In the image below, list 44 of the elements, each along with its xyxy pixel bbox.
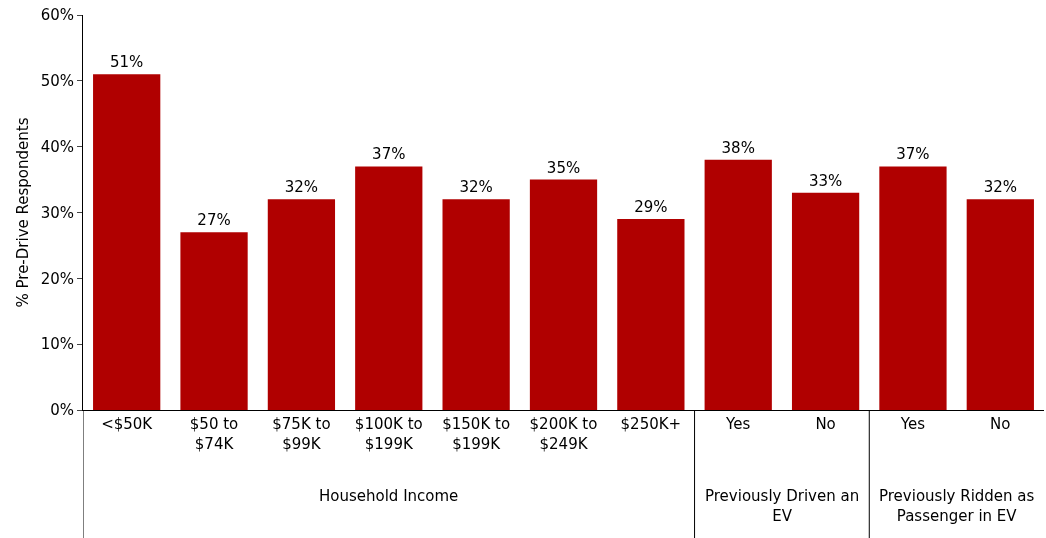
- x-tick-label: $100K to $199K: [354, 415, 423, 453]
- data-label: 35%: [546, 158, 581, 177]
- bar: [180, 232, 248, 410]
- x-tick-label: $200K to $249K: [529, 415, 598, 453]
- y-tick-label: 20%: [40, 269, 74, 288]
- bar: [355, 166, 423, 410]
- text: Previously Driven an EV: [705, 487, 860, 525]
- y-tick-label: 60%: [40, 6, 74, 25]
- bar: [529, 179, 598, 410]
- bar: [704, 159, 772, 410]
- data-label: 38%: [721, 138, 755, 157]
- x-tick-label: $150K to $199K: [442, 415, 511, 453]
- y-axis-title: % Pre-Drive Respondents: [13, 117, 32, 308]
- bar: [791, 192, 860, 410]
- x-tick-label: $250K+: [620, 415, 682, 433]
- data-label: 37%: [372, 145, 406, 164]
- x-tick-label: <$50K: [101, 415, 154, 433]
- data-label: 37%: [896, 145, 930, 164]
- bar: [966, 199, 1034, 410]
- x-tick-label: $50 to $74K: [189, 415, 239, 453]
- data-label: 33%: [808, 171, 843, 190]
- x-tick-label: $75K to $99K: [272, 415, 331, 453]
- data-label: 51%: [110, 53, 144, 72]
- x-tick-label: Yes: [899, 415, 926, 433]
- data-label: 32%: [983, 178, 1017, 197]
- bar: [879, 166, 947, 410]
- y-tick-label: 30%: [40, 203, 74, 222]
- bar: [617, 219, 685, 410]
- y-tick-label: 40%: [40, 137, 74, 156]
- text: Household Income: [319, 487, 459, 505]
- data-label: 32%: [284, 178, 319, 197]
- bar: [267, 199, 336, 410]
- y-tick-label: 50%: [40, 72, 74, 91]
- bar: [93, 74, 161, 410]
- x-tick-label: No: [815, 415, 836, 433]
- bar: [442, 199, 510, 410]
- y-tick-label: 0%: [50, 401, 74, 420]
- x-tick-label: Yes: [725, 415, 751, 433]
- data-label: 32%: [459, 178, 493, 197]
- text: Previously Ridden as Passenger in EV: [879, 487, 1035, 525]
- data-label: 27%: [197, 211, 231, 230]
- data-label: 29%: [634, 198, 668, 217]
- y-tick-label: 10%: [40, 335, 74, 354]
- x-tick-label: No: [990, 415, 1011, 433]
